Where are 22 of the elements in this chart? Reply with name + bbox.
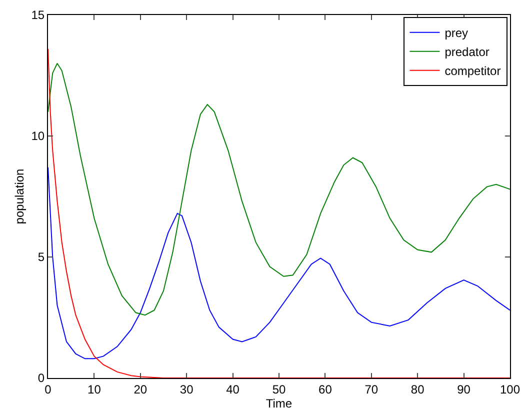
x-tick-label: 20 [134, 382, 148, 396]
y-tick-label: 0 [38, 371, 45, 386]
x-tick-label: 90 [457, 382, 471, 396]
y-tick-label: 5 [38, 250, 45, 264]
legend-label: competitor [444, 64, 501, 78]
legend-label: predator [444, 44, 490, 59]
y-axis-title: population [12, 168, 27, 224]
x-tick-label: 30 [180, 382, 194, 396]
line-series [48, 166, 510, 360]
x-tick-label: 70 [364, 382, 378, 396]
line-series [48, 62, 510, 316]
x-tick-label: 50 [272, 382, 286, 396]
x-axis-title: Time [266, 396, 292, 410]
y-tick-label: 15 [31, 8, 45, 22]
x-tick-label: 60 [318, 382, 332, 396]
y-tick-label: 10 [31, 129, 45, 144]
x-tick-label: 100 [500, 382, 520, 396]
x-tick-label: 40 [226, 382, 240, 396]
legend-label: prey [444, 26, 468, 40]
x-tick-label: 80 [410, 382, 425, 396]
x-tick-label: 10 [88, 382, 102, 396]
line-series [48, 48, 510, 378]
